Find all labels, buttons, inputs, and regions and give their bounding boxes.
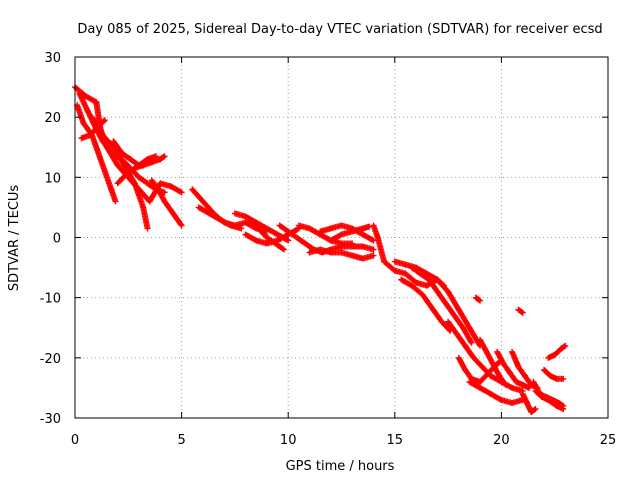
data-point [285, 237, 292, 244]
data-track [515, 306, 526, 316]
data-track [519, 390, 539, 415]
plot-frame [74, 56, 609, 419]
data-track [408, 264, 475, 346]
x-tick-label: 20 [493, 433, 510, 448]
y-tick-label: 10 [44, 171, 61, 186]
data-track [398, 276, 454, 334]
data-point [160, 154, 167, 161]
data-track [327, 223, 373, 244]
data-point [177, 221, 184, 228]
data-point [370, 246, 377, 253]
data-track [195, 204, 245, 232]
data-point [477, 297, 484, 304]
y-tick-label: -10 [40, 292, 61, 307]
axis-ticks: 0 5 10 15 20 25 -30 -20 -10 0 10 20 30 [40, 51, 617, 448]
data-point [178, 222, 185, 229]
data-track [89, 114, 151, 232]
data-point [161, 153, 168, 160]
data-point [349, 240, 356, 247]
data-point [279, 245, 286, 252]
x-tick-label: 25 [600, 433, 617, 448]
x-tick-label: 10 [280, 433, 297, 448]
data-points [72, 84, 569, 415]
chart-title: Day 085 of 2025, Sidereal Day-to-day VTE… [77, 22, 602, 37]
data-point [531, 406, 538, 413]
data-point [370, 237, 377, 244]
data-point [562, 342, 569, 349]
data-point [526, 384, 533, 391]
data-point [532, 405, 539, 412]
data-point [518, 308, 525, 315]
data-track [509, 348, 541, 391]
data-track [494, 348, 533, 391]
data-track [306, 246, 377, 262]
data-point [100, 118, 107, 125]
data-track [477, 336, 509, 388]
data-track [114, 153, 168, 187]
data-track [246, 216, 287, 253]
data-track [472, 294, 484, 304]
data-track [72, 84, 185, 205]
y-tick-label: -20 [40, 352, 61, 367]
data-point [370, 252, 377, 259]
data-point [101, 117, 108, 124]
data-track [545, 342, 569, 361]
data-point [502, 381, 509, 388]
x-axis-label: GPS time / hours [286, 459, 395, 474]
data-track [78, 117, 108, 142]
data-point [144, 225, 151, 232]
data-track [445, 318, 526, 394]
data-point [238, 225, 245, 232]
data-point [560, 405, 567, 412]
y-tick-label: 0 [53, 232, 61, 247]
data-point [561, 343, 568, 350]
y-tick-label: -30 [40, 412, 61, 427]
data-track [74, 102, 119, 205]
data-track [541, 366, 567, 382]
data-point [112, 198, 119, 205]
data-point [280, 246, 287, 253]
data-track [148, 177, 185, 229]
data-point [560, 375, 567, 382]
grid [75, 57, 608, 418]
data-track [466, 378, 526, 406]
x-tick-label: 0 [71, 433, 79, 448]
data-point [130, 179, 137, 186]
data-point [178, 189, 185, 196]
data-point [519, 309, 526, 316]
data-point [476, 296, 483, 303]
y-axis-label: SDTVAR / TECUs [7, 185, 22, 292]
y-tick-label: 30 [44, 51, 61, 66]
data-point [468, 339, 475, 346]
x-tick-label: 5 [177, 433, 185, 448]
x-tick-label: 15 [387, 433, 404, 448]
y-tick-label: 20 [44, 111, 61, 126]
data-point [501, 380, 508, 387]
data-track [532, 387, 567, 412]
